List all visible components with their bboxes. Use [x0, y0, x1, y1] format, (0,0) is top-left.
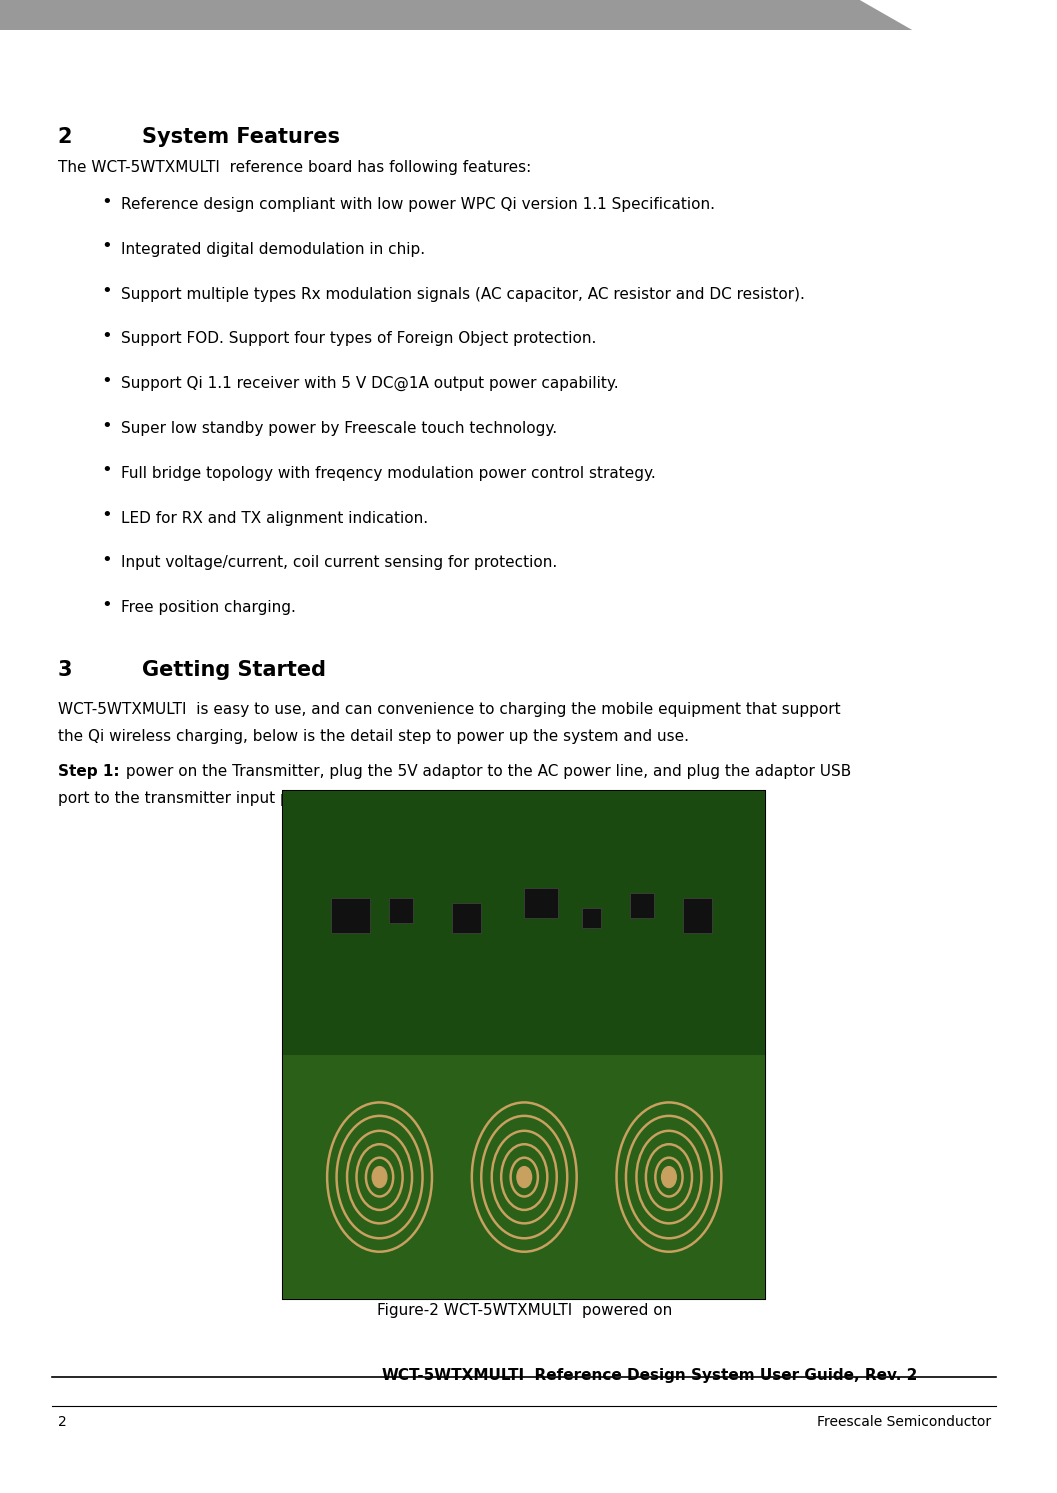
FancyBboxPatch shape — [630, 893, 654, 918]
Text: Input voltage/current, coil current sensing for protection.: Input voltage/current, coil current sens… — [120, 555, 557, 570]
Text: •: • — [101, 417, 112, 434]
FancyBboxPatch shape — [524, 888, 558, 918]
FancyBboxPatch shape — [283, 791, 765, 1056]
Text: Getting Started: Getting Started — [142, 660, 326, 679]
FancyBboxPatch shape — [283, 791, 765, 1299]
Text: LED for RX and TX alignment indication.: LED for RX and TX alignment indication. — [120, 511, 428, 526]
FancyBboxPatch shape — [582, 908, 601, 929]
Text: WCT-5WTXMULTI  is easy to use, and can convenience to charging the mobile equipm: WCT-5WTXMULTI is easy to use, and can co… — [58, 702, 840, 717]
Text: Integrated digital demodulation in chip.: Integrated digital demodulation in chip. — [120, 242, 425, 257]
Text: Full bridge topology with freqency modulation power control strategy.: Full bridge topology with freqency modul… — [120, 466, 655, 481]
Text: Step 1:: Step 1: — [58, 764, 119, 779]
Text: •: • — [101, 596, 112, 614]
Text: •: • — [101, 282, 112, 300]
FancyBboxPatch shape — [452, 903, 481, 933]
Polygon shape — [0, 0, 912, 30]
Text: Freescale Semiconductor: Freescale Semiconductor — [817, 1415, 990, 1429]
Text: Super low standby power by Freescale touch technology.: Super low standby power by Freescale tou… — [120, 421, 557, 436]
Circle shape — [517, 1166, 532, 1187]
Text: 3: 3 — [58, 660, 72, 679]
Text: •: • — [101, 506, 112, 524]
Text: •: • — [101, 237, 112, 255]
Text: Reference design compliant with low power WPC Qi version 1.1 Specification.: Reference design compliant with low powe… — [120, 197, 715, 212]
Text: •: • — [101, 461, 112, 479]
Text: 2: 2 — [58, 127, 72, 146]
Text: 2: 2 — [58, 1415, 67, 1429]
Text: the Qi wireless charging, below is the detail step to power up the system and us: the Qi wireless charging, below is the d… — [58, 729, 689, 744]
Text: Support FOD. Support four types of Foreign Object protection.: Support FOD. Support four types of Forei… — [120, 331, 596, 346]
Text: WCT-5WTXMULTI: WCT-5WTXMULTI — [382, 1368, 524, 1383]
Text: Figure-2 WCT-5WTXMULTI  powered on: Figure-2 WCT-5WTXMULTI powered on — [376, 1303, 672, 1318]
Text: The WCT-5WTXMULTI  reference board has following features:: The WCT-5WTXMULTI reference board has fo… — [58, 160, 531, 175]
Text: port to the transmitter input port, and the LED2 will be blanking.: port to the transmitter input port, and … — [58, 791, 554, 806]
Text: Support Qi 1.1 receiver with 5 V DC@1A output power capability.: Support Qi 1.1 receiver with 5 V DC@1A o… — [120, 376, 618, 391]
Text: power on the Transmitter, plug the 5V adaptor to the AC power line, and plug the: power on the Transmitter, plug the 5V ad… — [120, 764, 851, 779]
Circle shape — [372, 1166, 387, 1187]
Text: Free position charging.: Free position charging. — [120, 600, 296, 615]
FancyBboxPatch shape — [331, 897, 370, 933]
FancyBboxPatch shape — [684, 897, 712, 933]
Text: System Features: System Features — [142, 127, 339, 146]
Text: •: • — [101, 372, 112, 390]
Text: •: • — [101, 551, 112, 569]
Text: Support multiple types Rx modulation signals (AC capacitor, AC resistor and DC r: Support multiple types Rx modulation sig… — [120, 287, 804, 302]
Text: •: • — [101, 327, 112, 345]
Text: Reference Design System User Guide, Rev. 2: Reference Design System User Guide, Rev.… — [524, 1368, 917, 1383]
Text: •: • — [101, 193, 112, 211]
FancyBboxPatch shape — [389, 897, 413, 923]
FancyBboxPatch shape — [283, 1056, 765, 1299]
Circle shape — [662, 1166, 676, 1187]
